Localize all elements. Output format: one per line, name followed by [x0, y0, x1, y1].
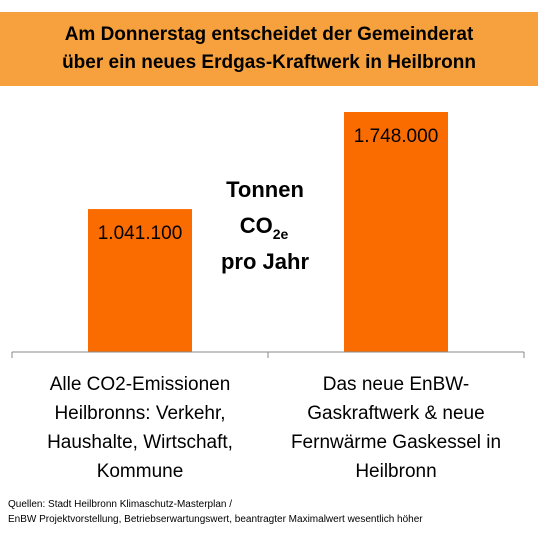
- sources-line-1: Quellen: Stadt Heilbronn Klimaschutz-Mas…: [8, 499, 232, 510]
- unit-label: Tonnen CO2e pro Jahr: [221, 177, 309, 274]
- sources-line-2: EnBW Projektvorstellung, Betriebserwartu…: [8, 514, 423, 525]
- value-labels-layer: 1.041.100 1.748.000: [98, 126, 439, 244]
- bar-value-label-2: 1.748.000: [354, 126, 439, 147]
- bars-layer: [88, 112, 448, 352]
- title-line-2: über ein neues Erdgas-Kraftwerk in Heilb…: [62, 52, 476, 73]
- category-label-line: Gaskraftwerk & neue: [307, 403, 484, 424]
- category-label-line: Fernwärme Gaskessel in: [291, 432, 501, 453]
- category-label-line: Das neue EnBW-: [323, 374, 469, 395]
- bar-value-label-1: 1.041.100: [98, 223, 183, 244]
- co2-subscript: 2e: [273, 226, 289, 242]
- unit-line-co2: CO2e: [240, 213, 289, 242]
- category-label-2: Das neue EnBW- Gaskraftwerk & neue Fernwär…: [291, 374, 501, 482]
- category-label-line: Alle CO2-Emissionen: [50, 374, 231, 395]
- axis-ticks-layer: [11, 352, 525, 358]
- bar-chart: 1.041.100 1.748.000 Alle CO2-Emissionen He…: [11, 112, 525, 482]
- co2-main: CO: [240, 213, 273, 238]
- category-labels-layer: Alle CO2-Emissionen Heilbronns: Verkehr, H…: [47, 374, 501, 482]
- bar-1: [88, 209, 192, 352]
- category-label-line: Kommune: [97, 461, 184, 482]
- unit-line-tonnen: Tonnen: [226, 177, 304, 202]
- unit-line-pro-jahr: pro Jahr: [221, 249, 309, 274]
- bar-2: [344, 112, 448, 352]
- title-banner: Am Donnerstag entscheidet der Gemeindera…: [0, 12, 538, 86]
- category-label-1: Alle CO2-Emissionen Heilbronns: Verkehr, H…: [47, 374, 233, 482]
- sources-note: Quellen: Stadt Heilbronn Klimaschutz-Mas…: [8, 497, 536, 527]
- category-label-line: Heilbronns: Verkehr,: [54, 403, 225, 424]
- category-label-line: Haushalte, Wirtschaft,: [47, 432, 233, 453]
- title-line-1: Am Donnerstag entscheidet der Gemeindera…: [64, 24, 474, 45]
- category-label-line: Heilbronn: [355, 461, 436, 482]
